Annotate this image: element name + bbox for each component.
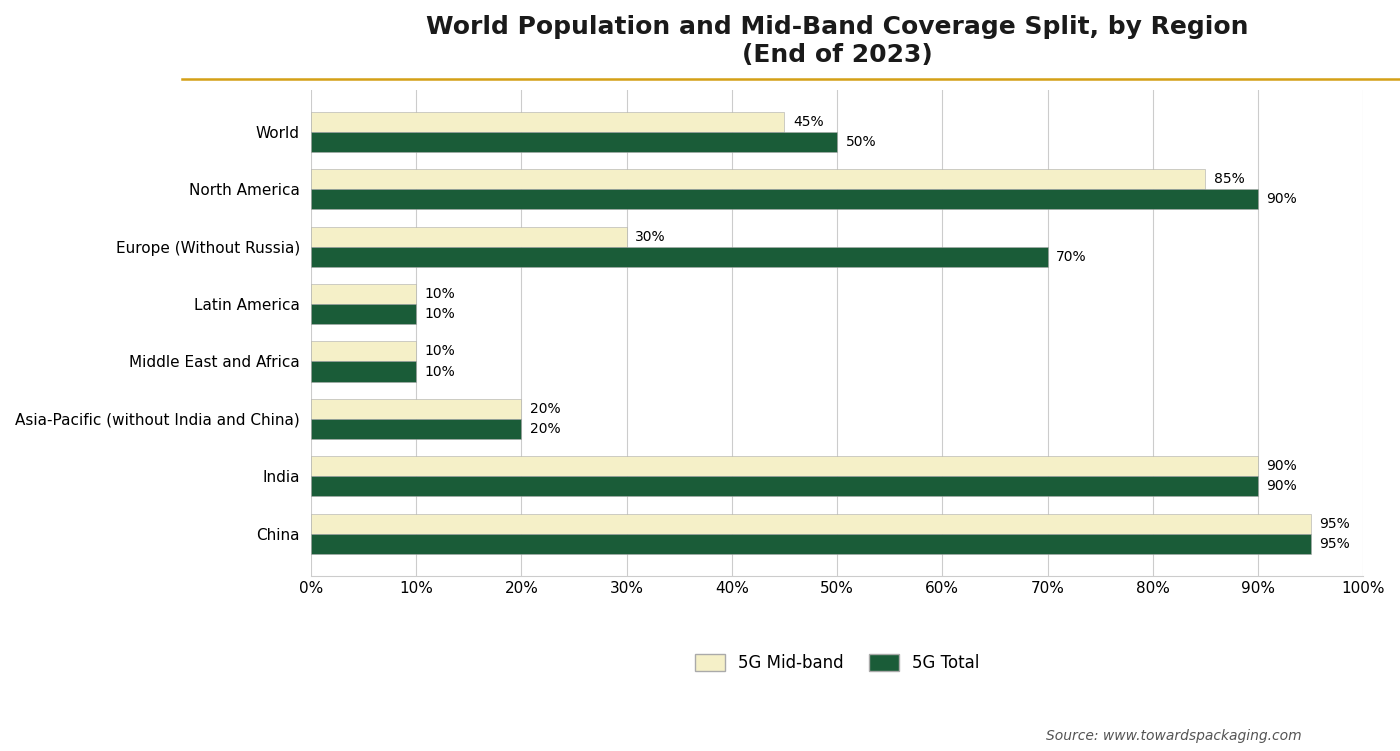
Bar [311, 342, 416, 361]
Text: 10%: 10% [424, 307, 455, 321]
Title: World Population and Mid-Band Coverage Split, by Region
(End of 2023): World Population and Mid-Band Coverage S… [426, 15, 1249, 67]
Bar [311, 419, 521, 439]
Bar [311, 189, 1259, 210]
Text: 20%: 20% [529, 402, 560, 416]
Text: 90%: 90% [1267, 460, 1298, 473]
Text: 70%: 70% [1056, 249, 1086, 264]
Text: 90%: 90% [1267, 192, 1298, 207]
Bar [311, 131, 837, 152]
Text: 10%: 10% [424, 364, 455, 379]
Text: 20%: 20% [529, 422, 560, 436]
Text: Source: www.towardspackaging.com: Source: www.towardspackaging.com [1046, 729, 1302, 743]
Bar [311, 284, 416, 304]
Bar [311, 246, 1047, 267]
Text: 10%: 10% [424, 287, 455, 301]
Text: 10%: 10% [424, 345, 455, 358]
Bar [311, 476, 1259, 496]
Text: 85%: 85% [1214, 172, 1245, 186]
Bar [311, 361, 416, 382]
Text: 50%: 50% [846, 135, 876, 149]
Bar [311, 169, 1205, 189]
Text: 95%: 95% [1319, 517, 1350, 531]
Bar [311, 112, 784, 131]
Bar [311, 304, 416, 324]
Bar [311, 534, 1310, 553]
Text: 90%: 90% [1267, 479, 1298, 493]
Text: 45%: 45% [792, 115, 823, 128]
Text: 30%: 30% [636, 230, 665, 243]
Text: 95%: 95% [1319, 537, 1350, 550]
Bar [311, 514, 1310, 534]
Bar [311, 456, 1259, 476]
Legend: 5G Mid-band, 5G Total: 5G Mid-band, 5G Total [687, 647, 986, 679]
Bar [311, 399, 521, 419]
Bar [311, 227, 627, 246]
